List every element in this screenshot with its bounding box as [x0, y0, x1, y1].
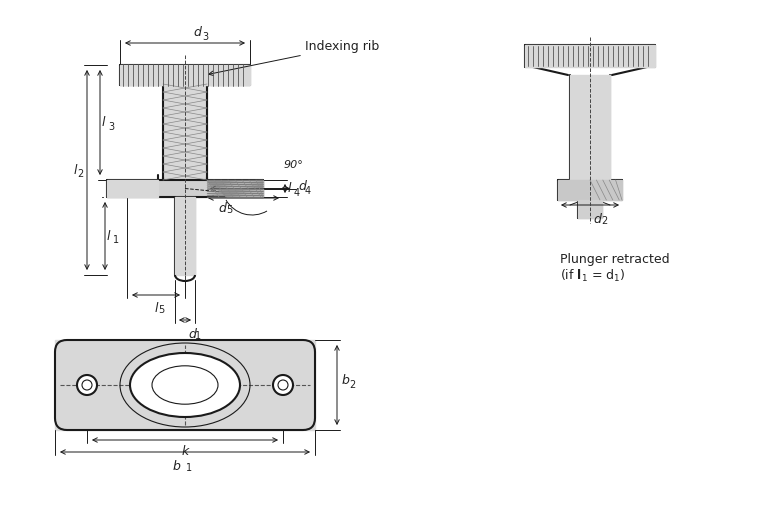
Polygon shape — [558, 180, 622, 200]
Text: (if $\mathbf{l}_1$ = d$_1$): (if $\mathbf{l}_1$ = d$_1$) — [560, 268, 625, 284]
Circle shape — [82, 380, 92, 390]
Polygon shape — [207, 180, 263, 197]
Polygon shape — [107, 180, 263, 197]
Text: l: l — [102, 116, 105, 129]
Text: 5: 5 — [158, 305, 164, 315]
Text: 3: 3 — [202, 32, 208, 42]
Text: l: l — [288, 182, 292, 195]
Polygon shape — [570, 75, 610, 180]
Text: 2: 2 — [77, 169, 83, 179]
Text: d: d — [193, 26, 201, 39]
Polygon shape — [525, 45, 655, 67]
Text: 2: 2 — [601, 216, 607, 226]
Polygon shape — [578, 200, 602, 218]
Polygon shape — [107, 180, 158, 197]
Circle shape — [77, 375, 97, 395]
Text: d: d — [298, 180, 306, 193]
Ellipse shape — [130, 353, 240, 417]
Polygon shape — [120, 65, 250, 85]
Text: 3: 3 — [108, 122, 114, 131]
Ellipse shape — [152, 366, 218, 404]
Text: 1: 1 — [186, 463, 192, 473]
Text: k: k — [181, 445, 189, 458]
Polygon shape — [163, 85, 207, 180]
Text: 4: 4 — [305, 185, 311, 196]
FancyBboxPatch shape — [55, 340, 315, 430]
Text: d: d — [188, 328, 196, 341]
Polygon shape — [55, 340, 315, 430]
Text: Indexing rib: Indexing rib — [305, 40, 379, 53]
Text: 4: 4 — [294, 187, 300, 197]
Text: l: l — [107, 230, 111, 243]
Text: 2: 2 — [349, 380, 356, 390]
Circle shape — [273, 375, 293, 395]
Text: Plunger retracted: Plunger retracted — [560, 253, 670, 266]
Text: l: l — [74, 163, 77, 177]
Polygon shape — [175, 197, 195, 275]
Circle shape — [278, 380, 288, 390]
Text: 1: 1 — [195, 331, 201, 341]
Text: d: d — [593, 213, 601, 226]
Text: b: b — [172, 460, 180, 473]
Text: 1: 1 — [113, 235, 119, 245]
Text: l: l — [154, 302, 157, 315]
Text: 5: 5 — [226, 205, 232, 215]
Text: b: b — [342, 374, 350, 387]
Text: 90°: 90° — [284, 160, 304, 170]
Text: d: d — [218, 202, 226, 215]
